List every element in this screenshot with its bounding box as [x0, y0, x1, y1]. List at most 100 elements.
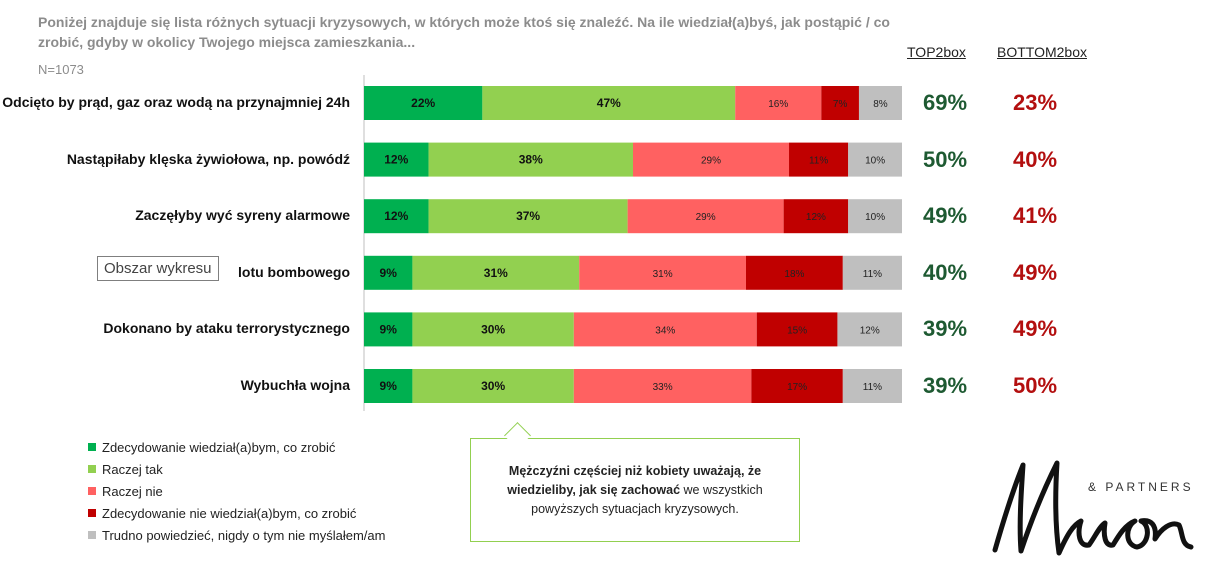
data-label-1-2: 47%: [597, 96, 621, 110]
bar-segment-2-3: [633, 142, 790, 177]
bar-segment-1-1: [364, 86, 483, 120]
bar-segment-3-3: [627, 199, 784, 234]
callout-bold-text: Mężczyźni częściej niż kobiety uważają, …: [507, 463, 762, 497]
bar-segment-2-2: [428, 142, 633, 177]
data-label-2-5: 10%: [865, 156, 885, 167]
data-label-3-5: 10%: [865, 212, 885, 223]
data-label-4-1: 9%: [380, 266, 398, 280]
bottom2box-value-2: 40%: [1012, 146, 1058, 172]
top2box-value-5: 39%: [922, 316, 968, 342]
top2box-value-2: 50%: [922, 146, 968, 172]
bar-segment-1-3: [735, 86, 822, 120]
legend-label-5: Trudno powiedzieć, nigdy o tym nie myśla…: [102, 527, 386, 543]
bar-segment-5-3: [573, 312, 757, 347]
bar-segment-2-5: [848, 142, 902, 177]
legend-label-2: Raczej tak: [102, 461, 163, 477]
legend-swatch-2: [88, 465, 96, 473]
data-label-3-1: 12%: [384, 209, 408, 223]
top2box-header: TOP2box: [907, 44, 966, 60]
insight-callout: Mężczyźni częściej niż kobiety uważają, …: [470, 438, 800, 542]
legend-swatch-1: [88, 443, 96, 451]
bar-segment-6-4: [751, 369, 843, 403]
top2box-value-3: 49%: [922, 203, 968, 229]
data-label-1-3: 16%: [768, 99, 788, 110]
top2box-value-1: 69%: [922, 90, 968, 115]
chart-legend: Zdecydowanie wiedział(a)bym, co zrobić Ra…: [88, 436, 385, 546]
bar-segment-1-4: [821, 86, 859, 120]
data-label-6-3: 33%: [653, 382, 673, 393]
bar-segment-6-1: [364, 369, 413, 403]
bar-segment-5-1: [364, 312, 413, 347]
data-label-6-2: 30%: [481, 379, 505, 393]
legend-swatch-4: [88, 509, 96, 517]
bar-segment-6-3: [573, 369, 752, 403]
data-label-6-1: 9%: [380, 379, 398, 393]
callout-text: we wszystkich powyższych sytuacjach kryz…: [531, 482, 763, 516]
category-label-1: Odcięto by prąd, gaz oraz wodą na przyna…: [2, 94, 350, 110]
bottom2box-value-6: 50%: [1012, 373, 1058, 398]
data-label-4-4: 18%: [784, 269, 804, 280]
bar-segment-4-4: [745, 255, 843, 290]
legend-label-1: Zdecydowanie wiedział(a)bym, co zrobić: [102, 439, 336, 455]
bar-segment-2-1: [364, 142, 429, 177]
category-label-6: Wybuchła wojna: [240, 377, 350, 393]
category-label-3: Zaczęłyby wyć syreny alarmowe: [135, 207, 350, 224]
data-label-5-2: 30%: [481, 322, 505, 336]
bar-segment-4-5: [842, 255, 902, 290]
data-label-2-1: 12%: [384, 153, 408, 167]
bar-segment-6-5: [842, 369, 902, 403]
bar-segment-4-2: [412, 255, 580, 290]
data-label-1-5: 8%: [873, 99, 888, 110]
legend-item-3: Raczej nie: [88, 480, 385, 502]
top2box-value-4: 40%: [922, 259, 968, 285]
data-label-5-4: 15%: [787, 325, 807, 336]
sample-size: N=1073: [38, 62, 84, 77]
bar-segment-5-2: [412, 312, 574, 347]
brand-partners-text: & PARTNERS: [1088, 480, 1194, 494]
category-label-2: Nastąpiłaby klęska żywiołowa, np. powódź: [66, 150, 350, 167]
data-label-6-4: 17%: [787, 382, 807, 393]
bar-segment-4-1: [364, 255, 413, 290]
data-label-6-5: 11%: [863, 382, 882, 393]
bottom2box-value-1: 23%: [1012, 90, 1058, 115]
chart-question: Poniżej znajduje się lista różnych sytua…: [38, 14, 890, 50]
legend-swatch-5: [88, 531, 96, 539]
bar-segment-2-4: [789, 142, 849, 177]
data-label-4-3: 31%: [653, 269, 673, 280]
category-label-5: Dokonano by ataku terrorystycznego: [103, 320, 350, 337]
bar-segment-6-2: [412, 369, 574, 403]
data-label-4-5: 11%: [863, 269, 882, 280]
bar-segment-3-1: [364, 199, 429, 234]
data-label-3-3: 29%: [696, 212, 716, 223]
legend-item-2: Raczej tak: [88, 458, 385, 480]
top2box-value-6: 39%: [922, 373, 968, 398]
data-label-2-3: 29%: [701, 156, 721, 167]
bar-segment-3-4: [783, 199, 849, 234]
data-label-5-3: 34%: [655, 325, 675, 336]
bar-segment-5-4: [756, 312, 838, 347]
legend-label-3: Raczej nie: [102, 483, 163, 499]
bottom2box-value-3: 41%: [1012, 203, 1058, 229]
data-label-4-2: 31%: [484, 266, 508, 280]
data-label-1-1: 22%: [411, 96, 435, 110]
data-label-5-5: 12%: [860, 325, 880, 336]
bottom2box-header: BOTTOM2box: [997, 44, 1087, 60]
maison-logo: [992, 460, 1194, 556]
data-label-2-2: 38%: [519, 153, 543, 167]
legend-swatch-3: [88, 487, 96, 495]
bottom2box-value-4: 49%: [1012, 259, 1058, 285]
bar-segment-5-5: [837, 312, 902, 347]
data-label-1-4: 7%: [833, 99, 848, 110]
bottom2box-value-5: 49%: [1012, 316, 1058, 342]
category-label-4: lotu bombowego: [238, 263, 350, 280]
bar-segment-3-2: [428, 199, 628, 234]
bar-segment-1-5: [858, 86, 902, 120]
bar-segment-4-3: [579, 255, 746, 290]
legend-item-1: Zdecydowanie wiedział(a)bym, co zrobić: [88, 436, 385, 458]
legend-item-4: Zdecydowanie nie wiedział(a)bym, co zrob…: [88, 502, 385, 524]
data-label-3-4: 12%: [806, 212, 826, 223]
bar-segment-3-5: [848, 199, 902, 234]
data-label-2-4: 11%: [809, 156, 828, 167]
legend-item-5: Trudno powiedzieć, nigdy o tym nie myśla…: [88, 524, 385, 546]
